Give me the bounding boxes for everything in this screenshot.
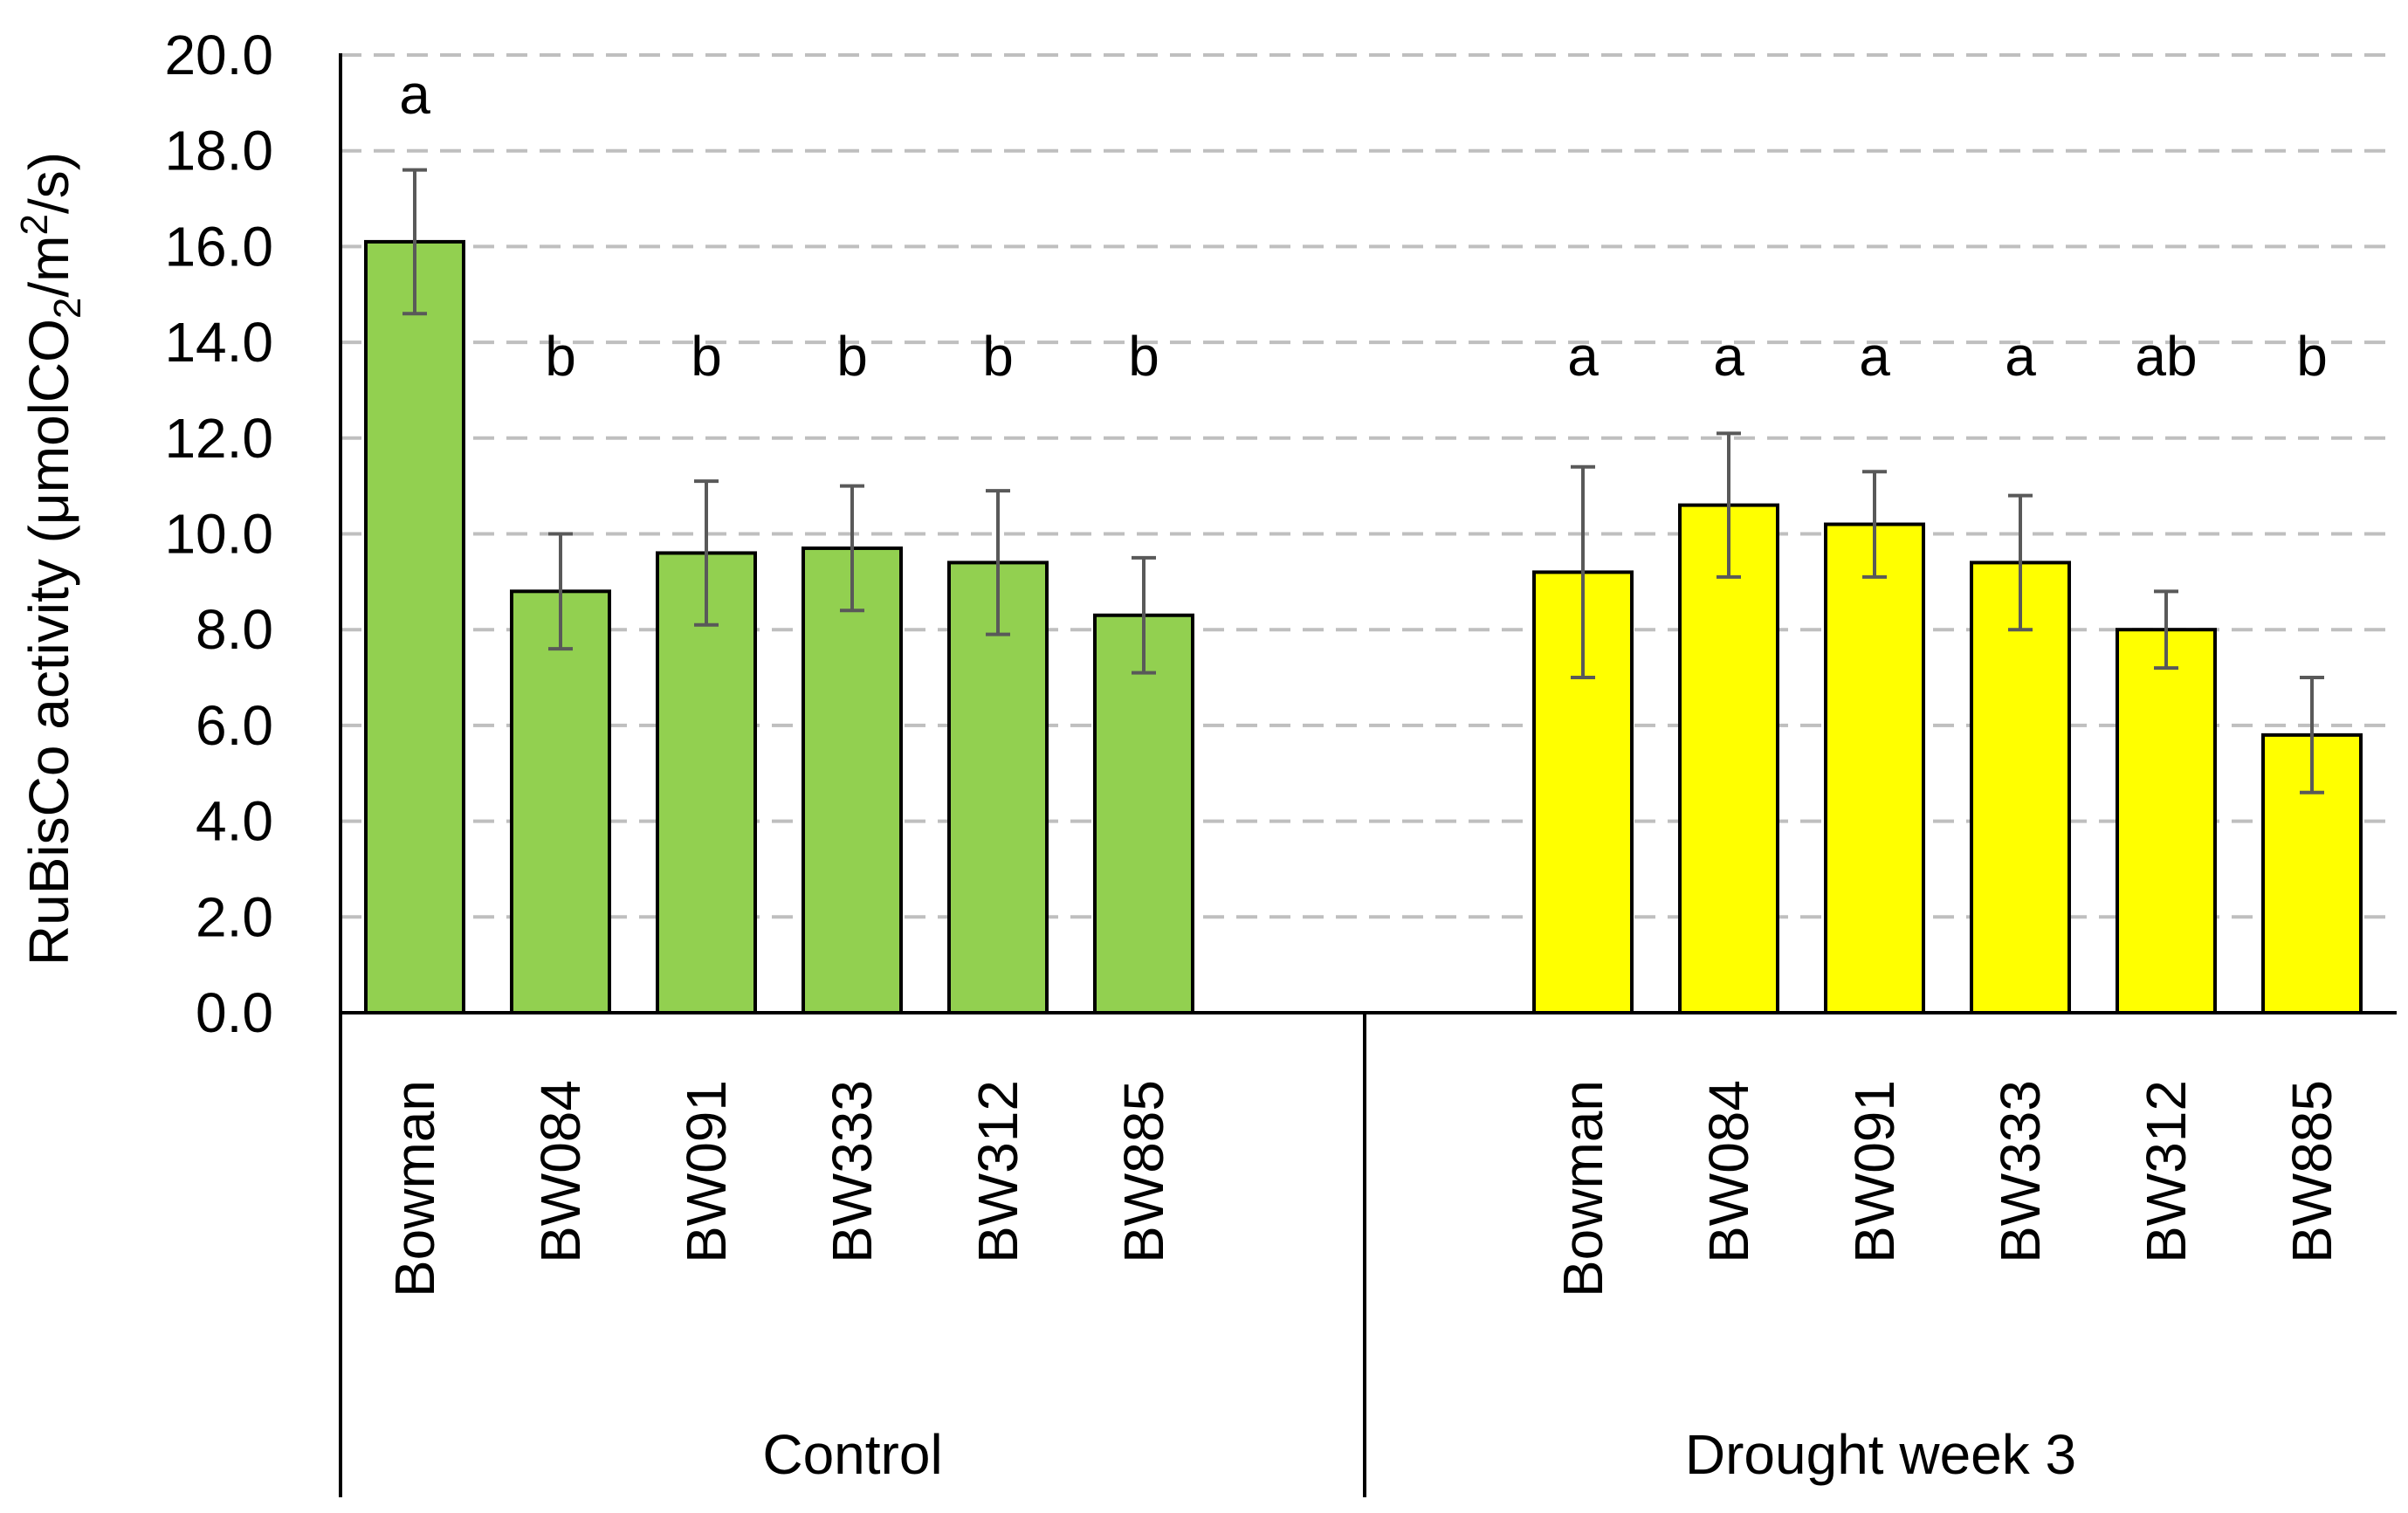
significance-letter: b <box>691 325 722 388</box>
bar <box>1678 503 1779 1014</box>
x-tick-label: BW885 <box>1112 1080 1175 1263</box>
significance-letter: b <box>1128 325 1159 388</box>
x-tick-label: BW333 <box>1989 1080 2052 1263</box>
significance-letter: a <box>2005 325 2036 388</box>
bar <box>1970 560 2071 1014</box>
group-label: Control <box>762 1423 942 1486</box>
y-tick-label: 0.0 <box>196 981 273 1044</box>
bar <box>510 589 611 1014</box>
x-tick-label: BW333 <box>821 1080 884 1263</box>
significance-letter: a <box>399 63 430 126</box>
y-tick-label: 4.0 <box>196 790 273 853</box>
x-tick-label: BW091 <box>1843 1080 1906 1263</box>
axes <box>339 53 2397 1497</box>
y-tick-label: 8.0 <box>196 598 273 661</box>
y-tick-label: 20.0 <box>164 24 273 86</box>
x-tick-label: Bowman <box>1551 1080 1614 1297</box>
bar <box>1093 613 1194 1014</box>
significance-letter: b <box>545 325 576 388</box>
y-tick-label: 14.0 <box>164 311 273 374</box>
significance-letter: a <box>1567 325 1599 388</box>
significance-letter: b <box>2296 325 2328 388</box>
y-tick-label: 2.0 <box>196 885 273 948</box>
y-tick-label: 18.0 <box>164 120 273 182</box>
x-tick-label: BW084 <box>529 1080 592 1263</box>
group-label: Drought week 3 <box>1685 1423 2076 1486</box>
y-tick-label: 10.0 <box>164 503 273 566</box>
significance-letter: b <box>836 325 868 388</box>
significance-letter: a <box>1713 325 1744 388</box>
x-tick-label: Bowman <box>383 1080 446 1297</box>
significance-letter: ab <box>2135 325 2197 388</box>
bar <box>802 546 903 1014</box>
bar <box>947 560 1049 1014</box>
y-tick-label: 12.0 <box>164 407 273 470</box>
x-tick-label: BW885 <box>2281 1080 2343 1263</box>
bar <box>1824 522 1925 1014</box>
x-tick-label: BW312 <box>967 1080 1029 1263</box>
y-tick-label: 16.0 <box>164 215 273 278</box>
x-tick-label: BW084 <box>1697 1080 1760 1263</box>
y-tick-label: 6.0 <box>196 694 273 757</box>
significance-letter: a <box>1859 325 1890 388</box>
x-tick-label: BW312 <box>2135 1080 2198 1263</box>
bar <box>364 239 465 1015</box>
labels: 0.0 2.0 4.0 6.0 8.0 10.0 12.0 14.0 16.0 18.0 20.0 a… <box>164 24 2343 1486</box>
gridlines <box>341 53 2397 919</box>
bars <box>364 168 2363 1015</box>
y-axis-label: RuBisCo activity (μmolCO2/m2/s) <box>13 152 89 966</box>
significance-letter: b <box>982 325 1014 388</box>
x-tick-label: BW091 <box>675 1080 738 1263</box>
bar <box>2116 628 2217 1014</box>
